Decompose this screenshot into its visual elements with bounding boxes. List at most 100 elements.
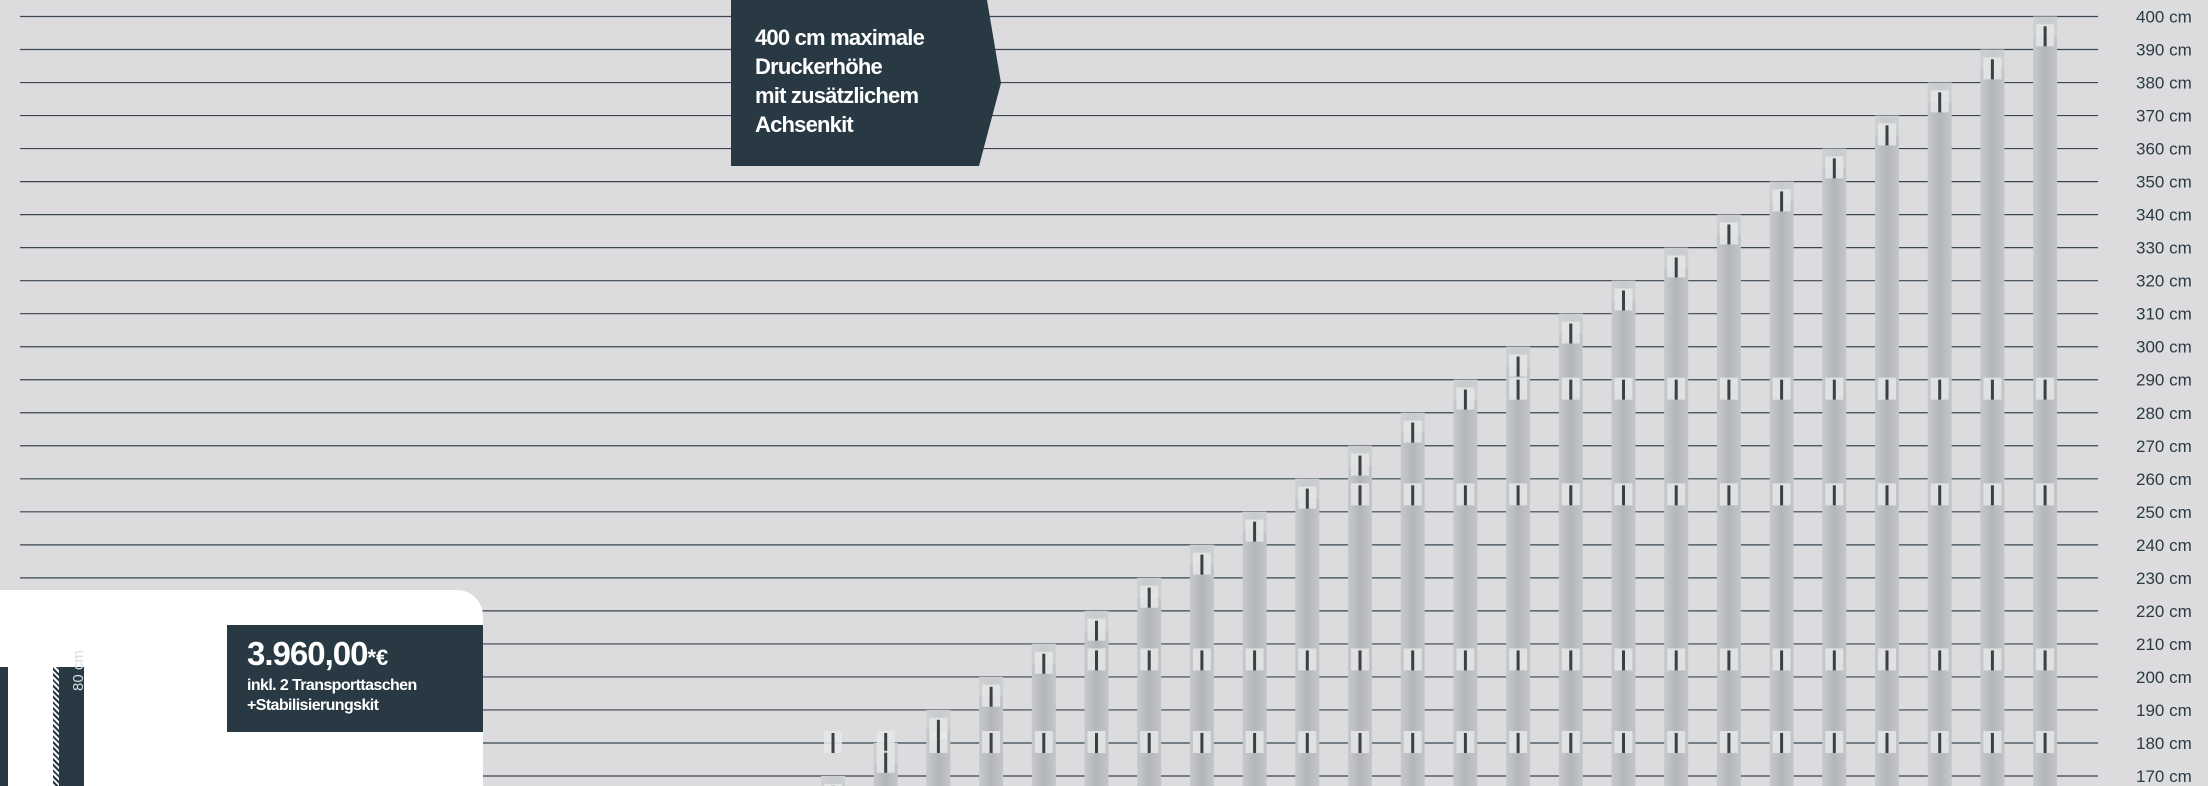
bar-clamp [1885,379,1889,400]
bar-clamp [1463,732,1467,753]
bar-clamp [1832,732,1836,753]
y-tick-label: 340 cm [2136,206,2192,225]
bar-clamp [989,732,993,753]
bar-clamp [1674,257,1678,278]
bar-clamp [884,732,888,753]
bar-clamp [1569,485,1573,506]
bar-clamp [1990,59,1994,80]
y-tick-label: 220 cm [2136,602,2192,621]
bar-clamp [1990,650,1994,671]
bar-clamp [1358,485,1362,506]
bar [1875,115,1899,786]
y-tick-label: 370 cm [2136,107,2192,126]
y-tick-label: 170 cm [2136,767,2192,786]
bar-clamp [1674,485,1678,506]
bar-clamp [1569,323,1573,344]
bar-clamp [1200,650,1204,671]
bar-clamp [2043,26,2047,47]
bar-clamp [1780,732,1784,753]
bar-clamp [2043,485,2047,506]
bar-clamp [1622,290,1625,311]
bar-clamp [1622,732,1625,753]
bar-clamp [1463,389,1467,410]
bar-clamp [1780,191,1784,212]
bar-clamp [1885,732,1889,753]
bar [1822,148,1847,786]
bar-clamp [1095,650,1098,671]
callout-line: mit zusätzlichem [755,83,919,108]
y-tick-label: 350 cm [2136,173,2192,192]
max-height-callout: 400 cm maximale Druckerhöhe mit zusätzli… [731,0,1001,166]
bar-clamp [1938,650,1942,671]
bar-clamp [1358,732,1362,753]
y-tick-label: 270 cm [2136,437,2192,456]
bar-clamp [1885,125,1889,146]
bar-clamp [1727,732,1731,753]
bar-clamp [2043,732,2047,753]
bar-clamp [1411,422,1415,443]
price-suffix: *€ [367,645,389,670]
bar-clamp [936,732,940,753]
bar-clamp [1200,554,1204,575]
bar-clamp [1727,485,1731,506]
y-tick-label: 190 cm [2136,701,2192,720]
y-tick-label: 380 cm [2136,74,2192,93]
price-amount: 3.960,00 [247,635,368,672]
bar [1506,346,1531,786]
y-tick-label: 230 cm [2136,569,2192,588]
bar-clamp [1042,732,1046,753]
bar-clamp [1569,379,1573,400]
y-tick-label: 280 cm [2136,404,2192,423]
bar-clamp [1042,653,1046,674]
callout-text: 400 cm maximale Druckerhöhe mit zusätzli… [755,23,975,139]
bar-clamp [1990,379,1994,400]
bar-clamp [1938,732,1942,753]
bar-clamp [1832,158,1836,179]
bar-clamp [1147,650,1151,671]
y-tick-label: 400 cm [2136,8,2192,27]
bar-clamp [1147,587,1151,608]
y-tick-label: 330 cm [2136,239,2192,258]
bar-clamp [1463,650,1467,671]
bar-clamp [989,686,993,707]
bar-clamp [1990,485,1994,506]
bar-clamp [936,719,940,740]
bar-clamp [1358,650,1362,671]
bar-clamp [1516,379,1520,400]
bar-clamp [1727,379,1731,400]
y-tick-labels: 400 cm 390 cm 380 cm 370 cm 360 cm 350 cm 340 … [2136,8,2192,786]
bar-clamp [1095,732,1098,753]
bar-clamp [1727,224,1731,245]
bar-clamp [1147,732,1151,753]
bar-clamp [1200,732,1204,753]
left-edge-bar [0,667,8,786]
y-tick-label: 240 cm [2136,536,2192,555]
y-tick-label: 260 cm [2136,470,2192,489]
y-tick-label: 320 cm [2136,272,2192,291]
bar-clamp [1516,485,1520,506]
bar [2033,16,2058,786]
bar [1611,280,1636,786]
price-line-2: +Stabilisierungskit [247,697,379,714]
y-tick-label: 300 cm [2136,338,2192,357]
bar-clamp [1411,732,1415,753]
callout-line: 400 cm maximale [755,25,925,50]
price-line-1: inkl. 2 Transporttaschen [247,677,417,694]
bar-clamp [1780,650,1784,671]
bar-clamp [1938,485,1942,506]
y-tick-label: 310 cm [2136,305,2192,324]
bar-clamp [1938,92,1942,113]
bar-clamp [1305,488,1309,509]
bar-clamp [1674,650,1678,671]
bar-clamp [1305,650,1309,671]
bar [1980,49,2005,786]
bar-clamp [1622,650,1625,671]
y-tick-label: 200 cm [2136,668,2192,687]
bar-clamp [1516,356,1520,377]
bar-clamp [1516,732,1520,753]
bar-clamp [1305,732,1309,753]
bars [821,16,2058,786]
bar-clamp [1358,455,1362,476]
bar-clamp [1569,650,1573,671]
